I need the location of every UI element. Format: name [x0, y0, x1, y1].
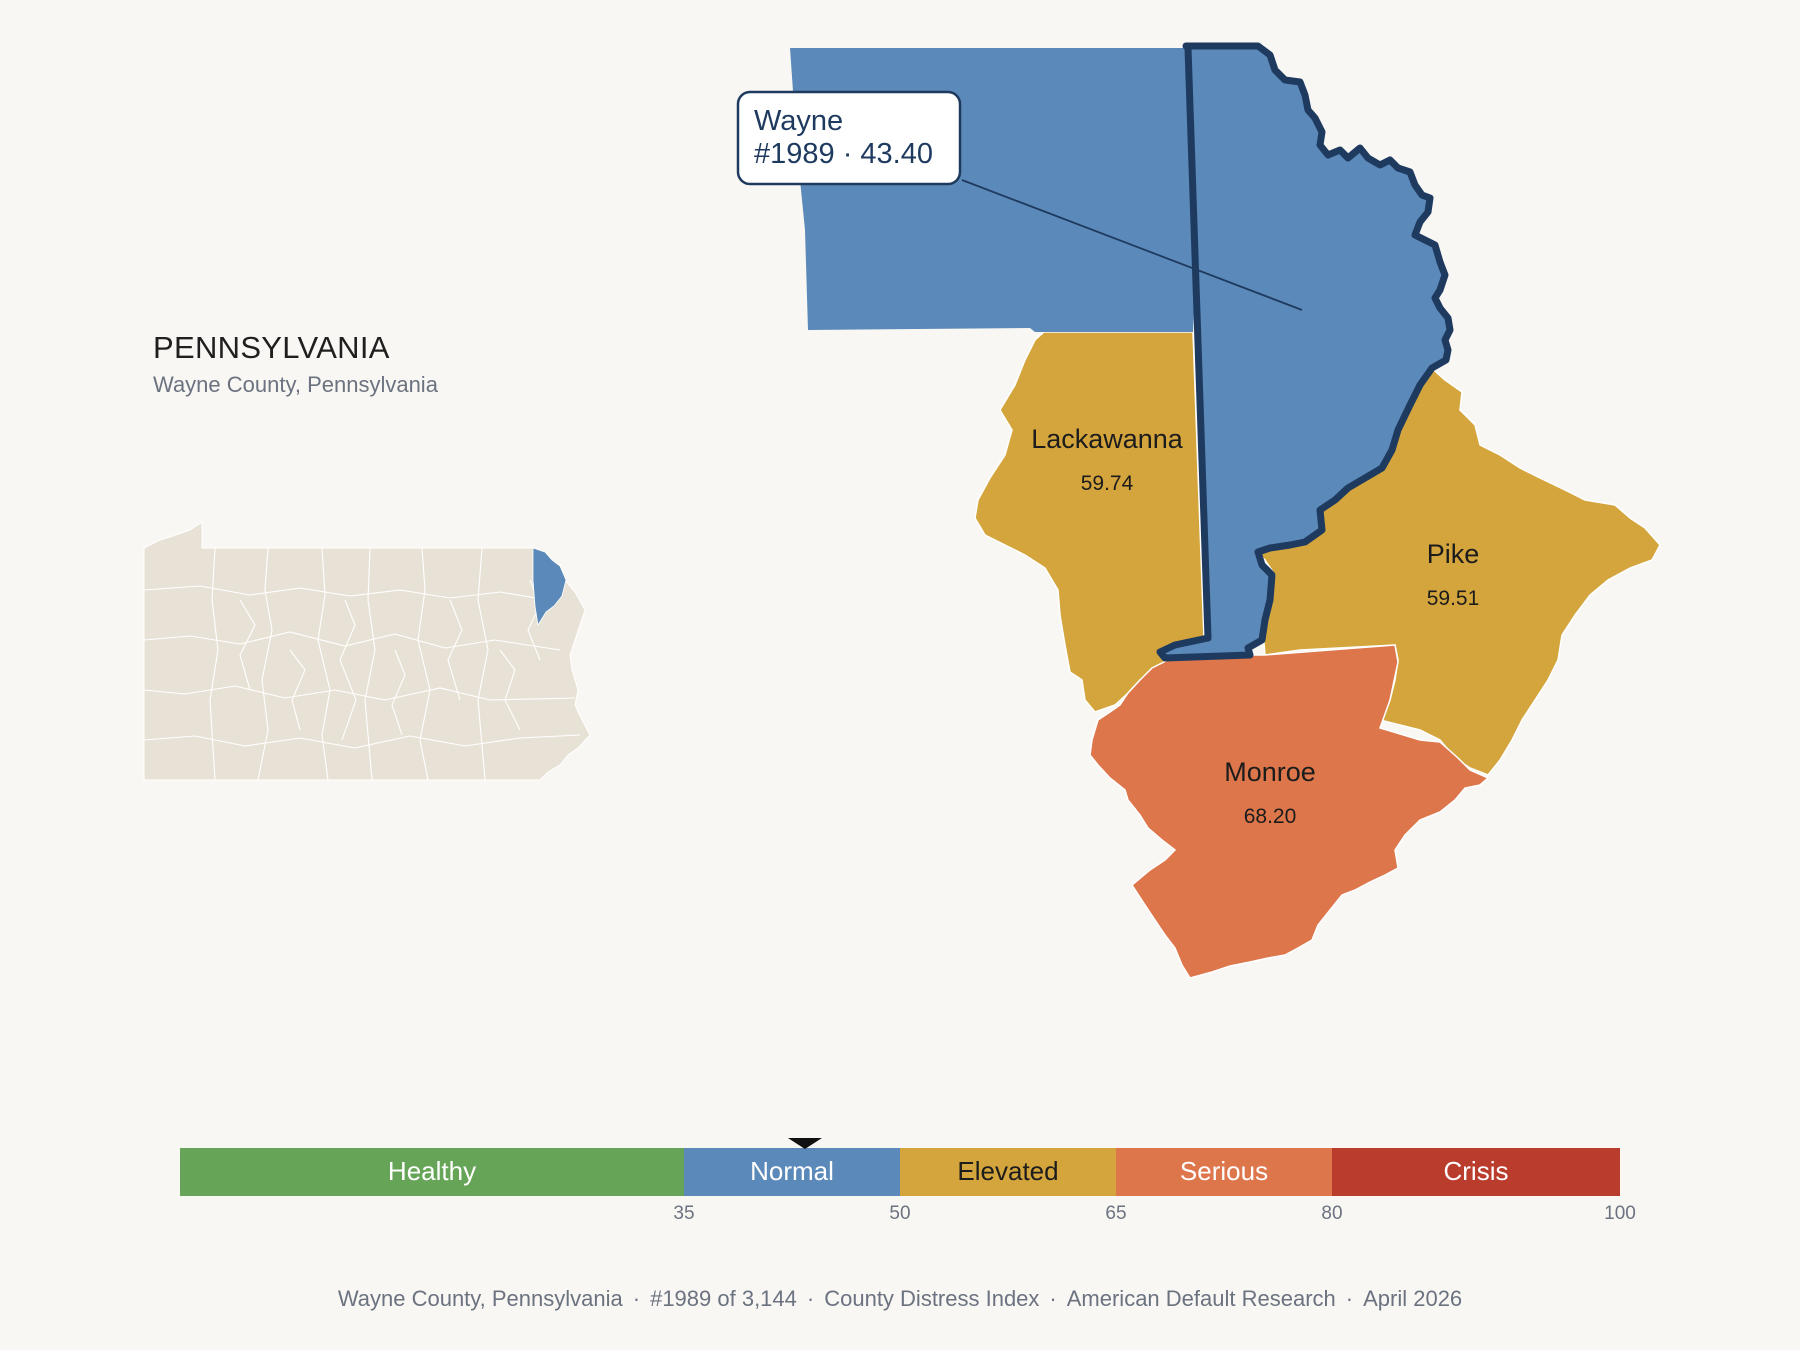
county-wayne[interactable]	[790, 48, 1200, 332]
footer-rank: #1989 of 3,144	[650, 1286, 797, 1311]
callout-rank-score: #1989 · 43.40	[754, 138, 933, 170]
label-monroe: Monroe	[1224, 757, 1316, 787]
legend-marker	[787, 1138, 822, 1149]
legend-label-elevated: Elevated	[957, 1156, 1058, 1186]
footer-index: County Distress Index	[824, 1286, 1040, 1311]
legend-band-serious	[1116, 1148, 1332, 1196]
distress-legend: Healthy Normal Elevated Serious Crisis 35 50 65…	[180, 1138, 1636, 1224]
county-map	[790, 42, 1661, 979]
value-monroe: 68.20	[1244, 805, 1297, 828]
legend-label-serious: Serious	[1180, 1156, 1268, 1186]
callout-leader-line	[961, 179, 1303, 311]
legend-band-normal	[684, 1148, 900, 1196]
legend-tick-100: 100	[1604, 1203, 1636, 1224]
footer-date: April 2026	[1363, 1286, 1463, 1311]
wayne-callout: Wayne #1989 · 43.40	[736, 90, 962, 186]
label-pike: Pike	[1427, 539, 1480, 569]
value-lackawanna: 59.74	[1081, 472, 1134, 495]
label-lackawanna: Lackawanna	[1031, 424, 1184, 454]
footer: Wayne County, Pennsylvania · #1989 of 3,14…	[337, 1286, 1463, 1311]
legend-tick-65: 65	[1105, 1203, 1126, 1224]
county-monroe[interactable]	[1089, 644, 1490, 979]
county-labels: Lackawanna 59.74 Pike 59.51 Monroe 68.20	[1031, 424, 1479, 828]
callout-county: Wayne	[754, 105, 843, 137]
state-inset-map	[143, 521, 591, 781]
county-wayne-highlight[interactable]	[1156, 42, 1454, 662]
legend-label-crisis: Crisis	[1444, 1156, 1509, 1186]
legend-tick-50: 50	[889, 1203, 910, 1224]
state-outline	[143, 521, 591, 781]
legend-label-healthy: Healthy	[388, 1156, 476, 1186]
legend-band-healthy	[180, 1148, 684, 1196]
value-pike: 59.51	[1427, 587, 1480, 610]
state-county-borders	[143, 547, 581, 781]
footer-county: Wayne County, Pennsylvania	[337, 1286, 623, 1311]
legend-band-crisis	[1332, 1148, 1620, 1196]
footer-org: American Default Research	[1066, 1286, 1336, 1311]
legend-band-elevated	[900, 1148, 1116, 1196]
state-title: PENNSYLVANIA	[153, 330, 390, 365]
legend-tick-80: 80	[1321, 1203, 1342, 1224]
callout-box	[736, 90, 962, 186]
legend-tick-35: 35	[673, 1203, 694, 1224]
inset-highlight-wayne	[532, 547, 567, 627]
state-subtitle: Wayne County, Pennsylvania	[153, 372, 438, 397]
legend-label-normal: Normal	[750, 1156, 834, 1186]
